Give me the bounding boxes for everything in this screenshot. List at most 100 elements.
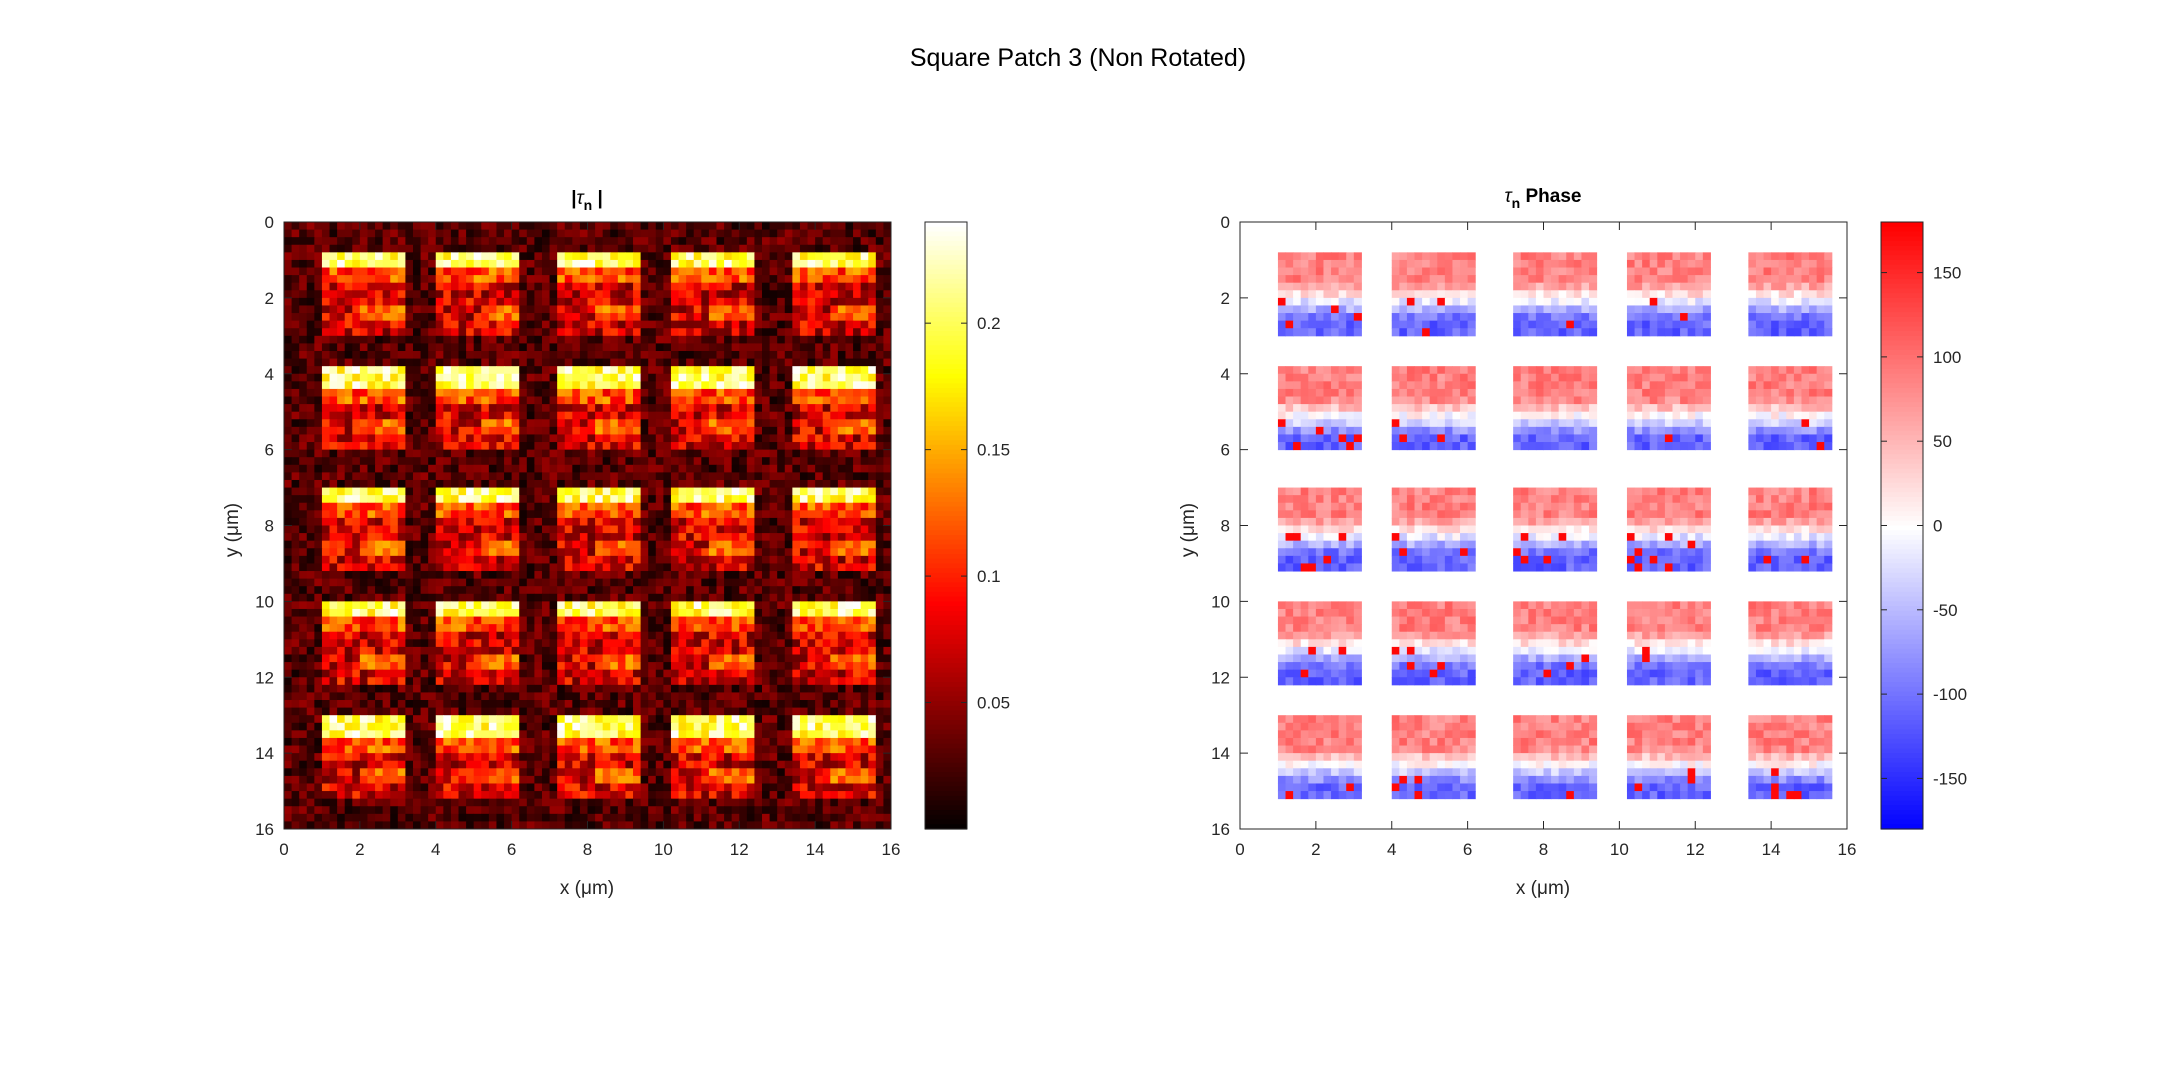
heatmap-cell	[284, 540, 293, 549]
heatmap-cell	[450, 229, 460, 238]
heatmap-cell	[321, 646, 331, 655]
heatmap-cell	[344, 669, 353, 678]
heatmap-cell	[382, 517, 391, 526]
heatmap-cell	[443, 297, 452, 306]
heatmap-cell	[830, 646, 839, 655]
heatmap-cell	[397, 290, 406, 299]
heatmap-cell	[868, 457, 877, 466]
heatmap-cell	[367, 502, 376, 511]
heatmap-cell	[648, 388, 657, 398]
heatmap-cell	[746, 472, 755, 481]
heatmap-cell	[473, 328, 482, 337]
heatmap-cell	[663, 548, 672, 557]
heatmap-cell	[579, 571, 588, 580]
heatmap-cell	[724, 237, 733, 246]
heatmap-cell	[382, 669, 391, 678]
heatmap-cell	[473, 540, 482, 549]
heatmap-cell	[693, 343, 702, 352]
heatmap-cell	[314, 548, 323, 557]
heatmap-cell	[352, 313, 361, 322]
heatmap-cell	[701, 563, 710, 572]
heatmap-cell	[412, 297, 422, 306]
heatmap-cell	[579, 684, 588, 693]
heatmap-cell	[617, 555, 626, 564]
heatmap-cell	[420, 449, 429, 458]
heatmap-cell	[549, 555, 558, 564]
heatmap-cell	[617, 525, 626, 534]
heatmap-cell	[739, 411, 748, 420]
heatmap-cell	[526, 662, 535, 671]
heatmap-cell	[792, 411, 801, 420]
heatmap-cell	[579, 677, 588, 686]
heatmap-cell	[610, 533, 619, 542]
heatmap-cell	[716, 275, 725, 284]
heatmap-cell	[284, 275, 293, 284]
heatmap-cell	[731, 449, 740, 458]
heatmap-cell	[291, 222, 300, 231]
heatmap-cell	[617, 404, 626, 413]
heatmap-cell	[860, 229, 869, 238]
heatmap-cell	[428, 381, 437, 390]
heatmap-cell	[572, 464, 581, 473]
heatmap-cell	[534, 540, 543, 549]
heatmap-cell	[724, 624, 733, 633]
heatmap-cell	[663, 358, 672, 367]
heatmap-cell	[754, 662, 763, 671]
heatmap-cell	[541, 237, 551, 246]
heatmap-cell	[701, 487, 710, 496]
heatmap-cell	[655, 275, 664, 284]
heatmap-cell	[284, 449, 293, 458]
heatmap-cell	[678, 222, 687, 231]
heatmap-cell	[375, 631, 384, 640]
heatmap-cell	[549, 259, 558, 269]
heatmap-cell	[390, 502, 399, 511]
heatmap-cell	[306, 457, 315, 466]
heatmap-cell	[610, 646, 619, 655]
heatmap-cell	[860, 684, 869, 693]
heatmap-cell	[367, 381, 376, 390]
heatmap-cell	[686, 252, 695, 261]
heatmap-cell	[382, 411, 391, 420]
heatmap-cell	[428, 259, 437, 269]
heatmap-cell	[853, 411, 862, 420]
heatmap-cell	[564, 593, 573, 602]
heatmap-cell	[466, 555, 475, 564]
heatmap-cell	[557, 290, 566, 299]
heatmap-cell	[693, 388, 702, 398]
heatmap-cell	[405, 350, 414, 360]
heatmap-cell	[306, 305, 315, 314]
heatmap-cell	[716, 495, 725, 504]
heatmap-cell	[762, 502, 771, 511]
heatmap-cell	[382, 464, 391, 473]
heatmap-cell	[762, 677, 771, 686]
heatmap-cell	[792, 624, 801, 633]
heatmap-cell	[284, 487, 293, 496]
heatmap-cell	[625, 320, 634, 329]
heatmap-cell	[519, 366, 528, 375]
heatmap-cell	[762, 684, 771, 693]
heatmap-cell	[329, 411, 338, 420]
heatmap-cell	[375, 457, 384, 466]
heatmap-cell	[602, 479, 611, 489]
heatmap-cell	[352, 517, 361, 526]
heatmap-cell	[754, 442, 763, 451]
heatmap-cell	[337, 305, 346, 314]
heatmap-cell	[777, 343, 786, 352]
heatmap-cell	[549, 313, 558, 322]
heatmap-cell	[853, 593, 862, 602]
heatmap-cell	[633, 601, 642, 610]
heatmap-cell	[390, 616, 399, 625]
heatmap-cell	[450, 624, 460, 633]
heatmap-cell	[754, 244, 763, 253]
heatmap-cell	[617, 639, 626, 648]
heatmap-cell	[420, 350, 429, 360]
heatmap-cell	[488, 487, 497, 496]
heatmap-cell	[412, 593, 422, 602]
heatmap-cell	[504, 548, 513, 557]
heatmap-cell	[337, 517, 346, 526]
heatmap-cell	[587, 373, 596, 382]
heatmap-cell	[435, 381, 444, 390]
heatmap-cell	[412, 533, 422, 542]
heatmap-cell	[359, 624, 368, 633]
heatmap-cell	[306, 320, 315, 329]
